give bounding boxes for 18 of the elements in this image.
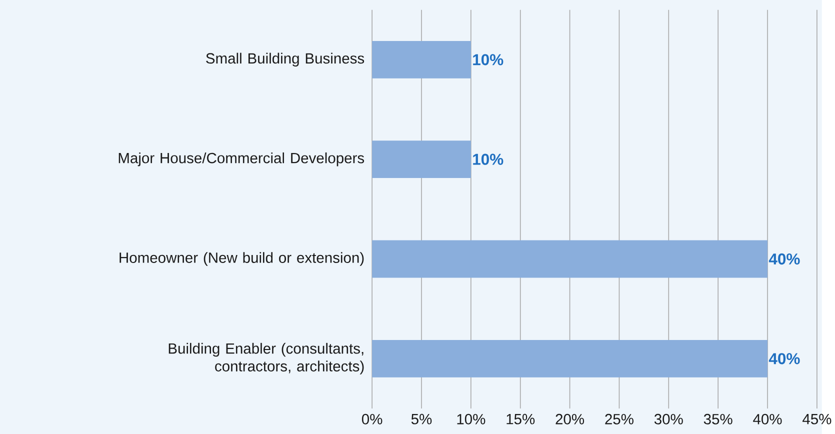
x-tick-label: 45% bbox=[802, 414, 832, 424]
x-tick-label: 40% bbox=[753, 414, 782, 424]
x-tick-label: 5% bbox=[411, 414, 432, 424]
x-tick-label: 15% bbox=[506, 414, 535, 424]
data-label: 10% bbox=[473, 54, 504, 66]
data-label: 40% bbox=[768, 253, 800, 265]
data-label: 10% bbox=[473, 154, 504, 165]
x-tick-label: 25% bbox=[605, 414, 634, 424]
y-tick-label: Major House/Commercial Developers bbox=[118, 152, 364, 166]
y-tick-label: Building Enabler (consultants, contractors, architects) bbox=[168, 342, 364, 374]
y-tick-label: Small Building Business bbox=[206, 52, 364, 67]
data-label: 40% bbox=[768, 353, 800, 364]
x-tick-label: 30% bbox=[654, 414, 683, 424]
x-tick-label: 20% bbox=[556, 414, 584, 424]
x-tick-label: 0% bbox=[362, 414, 382, 424]
x-tick-label: 35% bbox=[704, 414, 732, 424]
x-tick-label: 10% bbox=[457, 414, 486, 424]
y-tick-label: Homeowner (New build or extension) bbox=[120, 252, 364, 266]
